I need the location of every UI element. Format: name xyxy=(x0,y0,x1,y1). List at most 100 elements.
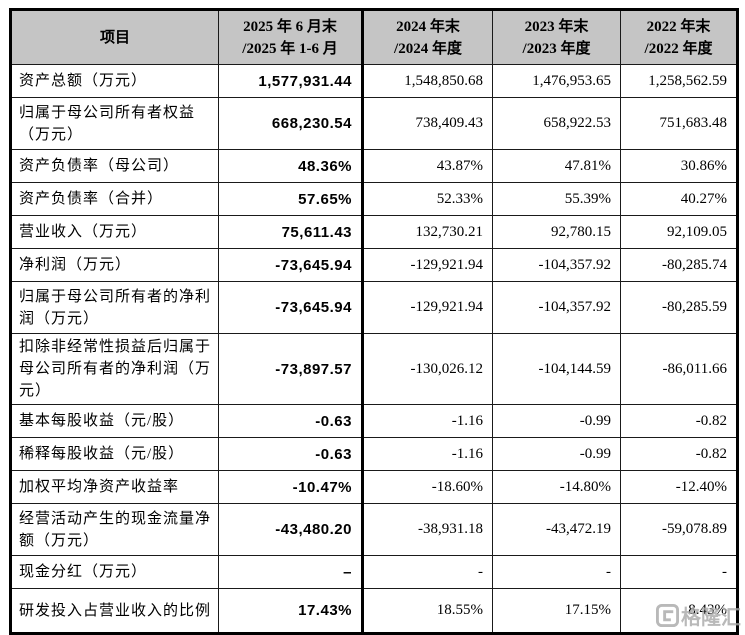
row-label: 经营活动产生的现金流量净额（万元） xyxy=(10,503,219,556)
value-current-period: -73,897.57 xyxy=(218,333,364,405)
value-year-2024: - xyxy=(362,555,493,589)
row-label: 资产负债率（合并） xyxy=(10,182,219,216)
header-period-2022-line1: 2022 年末 xyxy=(646,18,711,35)
table-row: 营业收入（万元） 75,611.43 132,730.21 92,780.15 92,1… xyxy=(10,215,738,249)
table-row: 基本每股收益（元/股） -0.63 -1.16 -0.99 -0.82 xyxy=(10,404,738,438)
value-current-period: 75,611.43 xyxy=(218,215,364,249)
table-row: 资产负债率（合并） 57.65% 52.33% 55.39% 40.27% xyxy=(10,182,738,216)
row-label: 资产总额（万元） xyxy=(10,64,219,98)
value-year-2022: 92,109.05 xyxy=(620,215,738,249)
row-label: 归属于母公司所有者权益（万元） xyxy=(10,97,219,150)
row-label: 基本每股收益（元/股） xyxy=(10,404,219,438)
value-year-2022: - xyxy=(620,555,738,589)
value-year-2022: 8.43% xyxy=(620,588,738,634)
value-year-2023: 92,780.15 xyxy=(492,215,621,249)
value-year-2024: -18.60% xyxy=(362,470,493,504)
header-period-2022: 2022 年末 /2022 年度 xyxy=(620,9,738,65)
table-row: 研发投入占营业收入的比例 17.43% 18.55% 17.15% 8.43% xyxy=(10,588,738,634)
value-year-2024: 1,548,850.68 xyxy=(362,64,493,98)
value-year-2024: -129,921.94 xyxy=(362,248,493,282)
table-row: 稀释每股收益（元/股） -0.63 -1.16 -0.99 -0.82 xyxy=(10,437,738,471)
value-year-2024: -1.16 xyxy=(362,437,493,471)
row-label: 营业收入（万元） xyxy=(10,215,219,249)
header-period-2025-line1: 2025 年 6 月末 xyxy=(243,18,337,35)
value-year-2022: -80,285.74 xyxy=(620,248,738,282)
row-label: 归属于母公司所有者的净利润（万元） xyxy=(10,281,219,334)
value-current-period: 668,230.54 xyxy=(218,97,364,150)
table-row: 经营活动产生的现金流量净额（万元） -43,480.20 -38,931.18 -43… xyxy=(10,503,738,556)
value-year-2024: 52.33% xyxy=(362,182,493,216)
value-current-period: 57.65% xyxy=(218,182,364,216)
value-current-period: -0.63 xyxy=(218,404,364,438)
table-row: 净利润（万元） -73,645.94 -129,921.94 -104,357.92-… xyxy=(10,248,738,282)
table-row: 归属于母公司所有者的净利润（万元） -73,645.94 -129,921.94 -1… xyxy=(10,281,738,334)
value-year-2022: 1,258,562.59 xyxy=(620,64,738,98)
table-body: 资产总额（万元） 1,577,931.44 1,548,850.68 1,476,95… xyxy=(10,64,738,634)
table-row: 资产总额（万元） 1,577,931.44 1,548,850.68 1,476,95… xyxy=(10,64,738,98)
row-label: 加权平均净资产收益率 xyxy=(10,470,219,504)
header-item: 项目 xyxy=(10,9,219,65)
header-period-2023-line2: /2023 年度 xyxy=(522,40,591,57)
value-year-2024: 18.55% xyxy=(362,588,493,634)
table-header: 项目 2025 年 6 月末 /2025 年 1-6 月 2024 年末 /20… xyxy=(10,9,738,65)
value-current-period: -73,645.94 xyxy=(218,281,364,334)
value-current-period: -43,480.20 xyxy=(218,503,364,556)
value-year-2024: 132,730.21 xyxy=(362,215,493,249)
value-year-2023: -0.99 xyxy=(492,404,621,438)
row-label: 现金分红（万元） xyxy=(10,555,219,589)
value-year-2023: -0.99 xyxy=(492,437,621,471)
value-current-period: 1,577,931.44 xyxy=(218,64,364,98)
value-year-2024: 738,409.43 xyxy=(362,97,493,150)
table-row: 资产负债率（母公司） 48.36% 43.87% 47.81% 30.86% xyxy=(10,149,738,183)
value-year-2023: -43,472.19 xyxy=(492,503,621,556)
table-row: 现金分红（万元） – - - - xyxy=(10,555,738,589)
row-label: 净利润（万元） xyxy=(10,248,219,282)
value-year-2022: 751,683.48 xyxy=(620,97,738,150)
value-year-2022: -80,285.59 xyxy=(620,281,738,334)
value-current-period: -73,645.94 xyxy=(218,248,364,282)
value-year-2023: -104,357.92 xyxy=(492,248,621,282)
header-period-2024: 2024 年末 /2024 年度 xyxy=(362,9,493,65)
header-period-2024-line2: /2024 年度 xyxy=(394,40,462,57)
row-label: 扣除非经常性损益后归属于母公司所有者的净利润（万元） xyxy=(10,333,219,405)
header-period-2023: 2023 年末 /2023 年度 xyxy=(492,9,621,65)
row-label: 研发投入占营业收入的比例 xyxy=(10,588,219,634)
value-year-2023: 658,922.53 xyxy=(492,97,621,150)
value-year-2023: -104,144.59 xyxy=(492,333,621,405)
row-label: 稀释每股收益（元/股） xyxy=(10,437,219,471)
value-year-2023: -104,357.92 xyxy=(492,281,621,334)
header-period-2022-line2: /2022 年度 xyxy=(644,40,713,57)
value-year-2023: 55.39% xyxy=(492,182,621,216)
value-year-2023: -14.80% xyxy=(492,470,621,504)
value-year-2022: -12.40% xyxy=(620,470,738,504)
value-year-2024: 43.87% xyxy=(362,149,493,183)
value-year-2022: 30.86% xyxy=(620,149,738,183)
financial-summary-table: 项目 2025 年 6 月末 /2025 年 1-6 月 2024 年末 /20… xyxy=(9,8,739,635)
value-year-2023: 47.81% xyxy=(492,149,621,183)
header-period-2023-line1: 2023 年末 xyxy=(524,18,589,35)
value-year-2022: -0.82 xyxy=(620,404,738,438)
value-year-2023: - xyxy=(492,555,621,589)
value-current-period: 17.43% xyxy=(218,588,364,634)
value-year-2024: -38,931.18 xyxy=(362,503,493,556)
value-year-2022: -59,078.89 xyxy=(620,503,738,556)
value-year-2022: -0.82 xyxy=(620,437,738,471)
value-year-2024: -130,026.12 xyxy=(362,333,493,405)
header-period-2024-line1: 2024 年末 xyxy=(396,18,460,35)
value-year-2024: -129,921.94 xyxy=(362,281,493,334)
value-year-2024: -1.16 xyxy=(362,404,493,438)
header-row: 项目 2025 年 6 月末 /2025 年 1-6 月 2024 年末 /20… xyxy=(10,9,738,65)
table-row: 加权平均净资产收益率 -10.47% -18.60% -14.80% -12.40% xyxy=(10,470,738,504)
value-year-2023: 1,476,953.65 xyxy=(492,64,621,98)
header-period-2025-line2: /2025 年 1-6 月 xyxy=(242,40,338,57)
value-current-period: -0.63 xyxy=(218,437,364,471)
value-year-2022: -86,011.66 xyxy=(620,333,738,405)
row-label: 资产负债率（母公司） xyxy=(10,149,219,183)
value-current-period: – xyxy=(218,555,364,589)
value-year-2022: 40.27% xyxy=(620,182,738,216)
value-year-2023: 17.15% xyxy=(492,588,621,634)
table-row: 扣除非经常性损益后归属于母公司所有者的净利润（万元） -73,897.57 -130… xyxy=(10,333,738,405)
table-row: 归属于母公司所有者权益（万元） 668,230.54 738,409.43 658,9… xyxy=(10,97,738,150)
value-current-period: -10.47% xyxy=(218,470,364,504)
